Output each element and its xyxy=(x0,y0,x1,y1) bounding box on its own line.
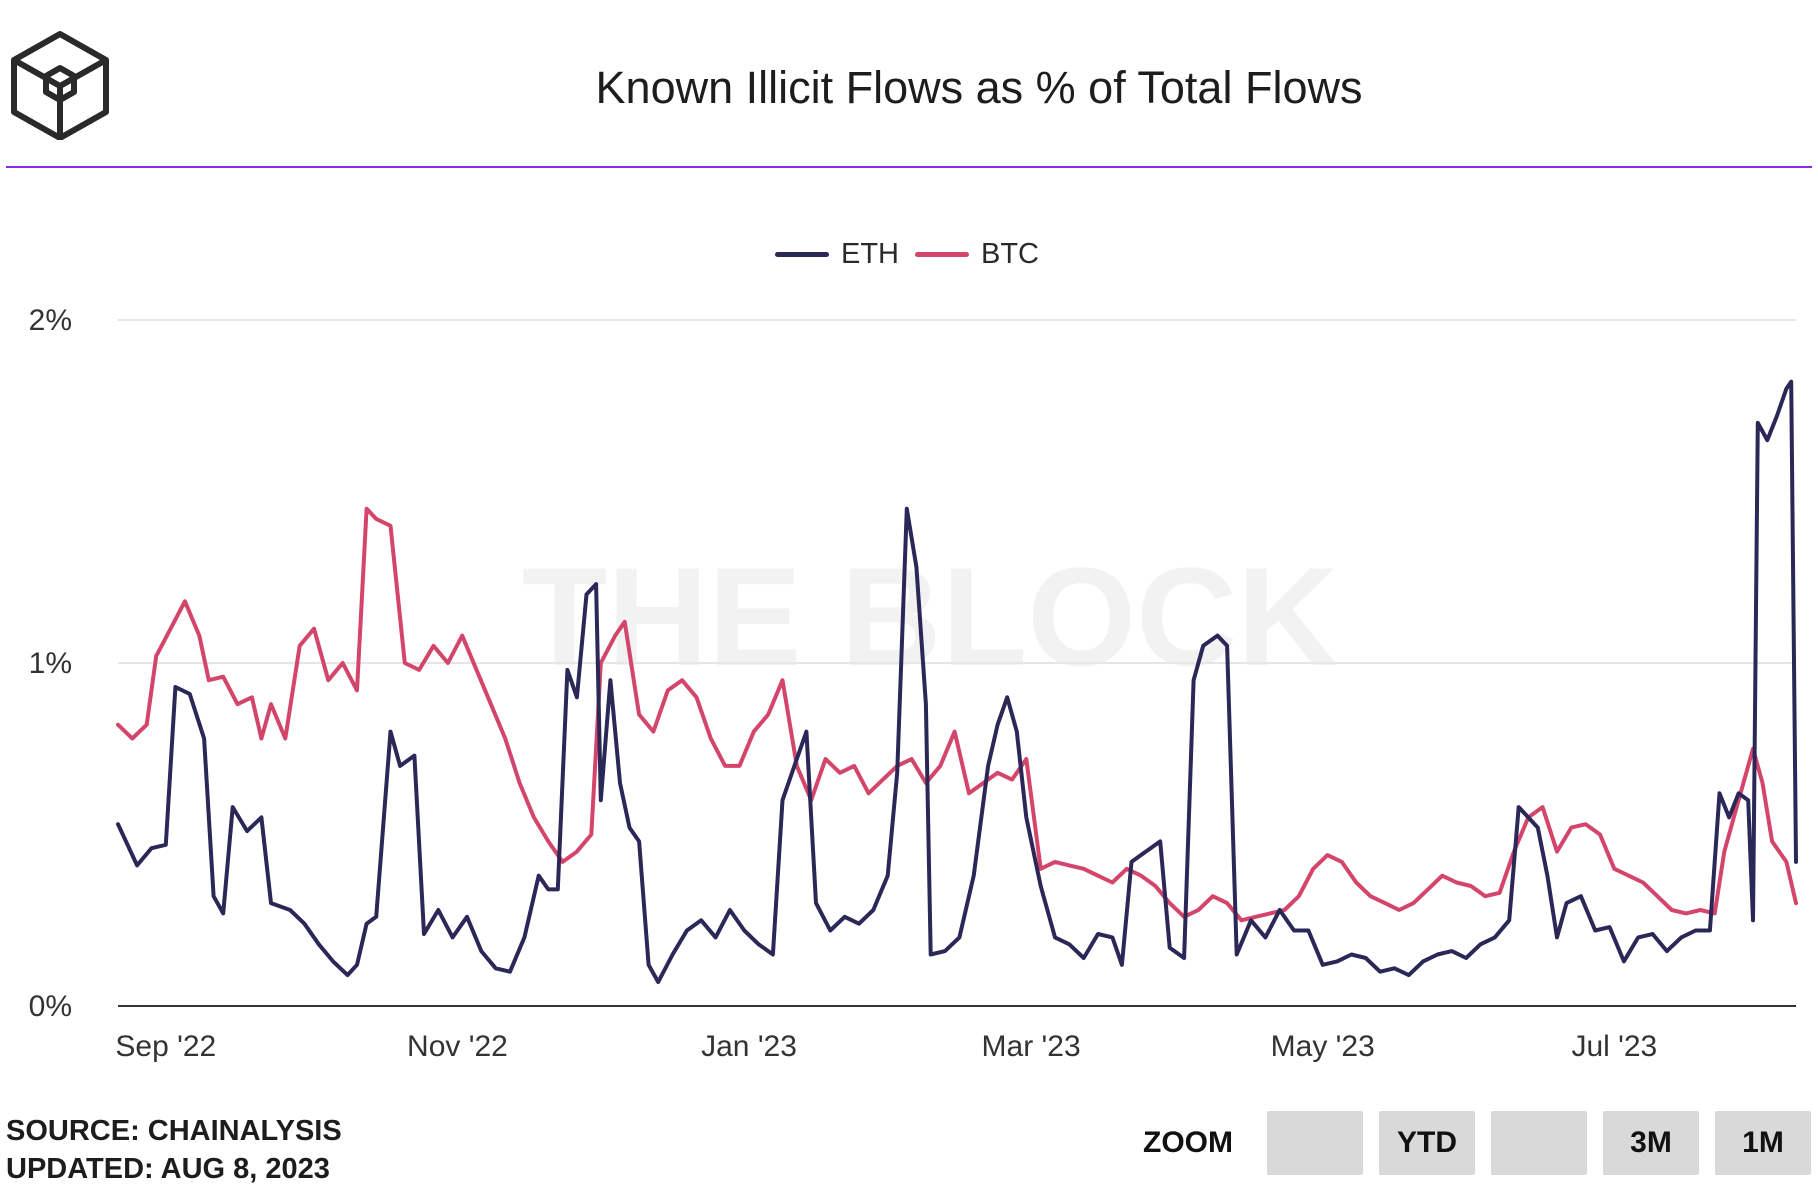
y-tick-label: 2% xyxy=(29,304,72,337)
zoom-controls: ZOOM YTD 3M 1M xyxy=(1143,1111,1811,1175)
zoom-button-3[interactable] xyxy=(1491,1111,1587,1175)
legend-label-eth: ETH xyxy=(841,237,899,270)
footer-source: SOURCE: CHAINALYSIS UPDATED: AUG 8, 2023 xyxy=(6,1112,342,1188)
source-text: SOURCE: CHAINALYSIS xyxy=(6,1115,342,1147)
y-tick-label: 1% xyxy=(29,647,72,680)
series-line-btc xyxy=(116,506,1798,923)
the-block-logo xyxy=(11,31,109,140)
x-tick-label: Jan '23 xyxy=(701,1030,797,1063)
x-tick-label: May '23 xyxy=(1271,1030,1375,1063)
y-tick-label: 0% xyxy=(29,990,72,1023)
line-chart: THE BLOCK 0% 1% 2% Sep '22 Nov '22 Jan '23 Mar… xyxy=(29,304,1798,1063)
x-tick-label: Sep '22 xyxy=(115,1030,216,1063)
zoom-button-3m[interactable]: 3M xyxy=(1603,1111,1699,1175)
series-line-eth xyxy=(116,379,1798,984)
x-tick-label: Mar '23 xyxy=(982,1030,1081,1063)
legend-label-btc: BTC xyxy=(981,237,1039,270)
page-title: Known Illicit Flows as % of Total Flows xyxy=(595,62,1363,113)
legend-swatch-eth xyxy=(775,251,829,257)
x-tick-label: Nov '22 xyxy=(407,1030,508,1063)
zoom-button-ytd[interactable]: YTD xyxy=(1379,1111,1475,1175)
zoom-button-1m[interactable]: 1M xyxy=(1715,1111,1811,1175)
legend-swatch-btc xyxy=(915,251,969,257)
x-tick-label: Jul '23 xyxy=(1571,1030,1657,1063)
title-divider xyxy=(6,166,1812,168)
legend-item-eth[interactable]: ETH xyxy=(775,238,899,271)
updated-text: UPDATED: AUG 8, 2023 xyxy=(6,1153,330,1185)
zoom-label: ZOOM xyxy=(1143,1126,1233,1159)
zoom-button-1[interactable] xyxy=(1267,1111,1363,1175)
chart-legend: ETH BTC xyxy=(775,236,1055,272)
watermark: THE BLOCK xyxy=(522,538,1339,695)
legend-item-btc[interactable]: BTC xyxy=(915,238,1039,271)
